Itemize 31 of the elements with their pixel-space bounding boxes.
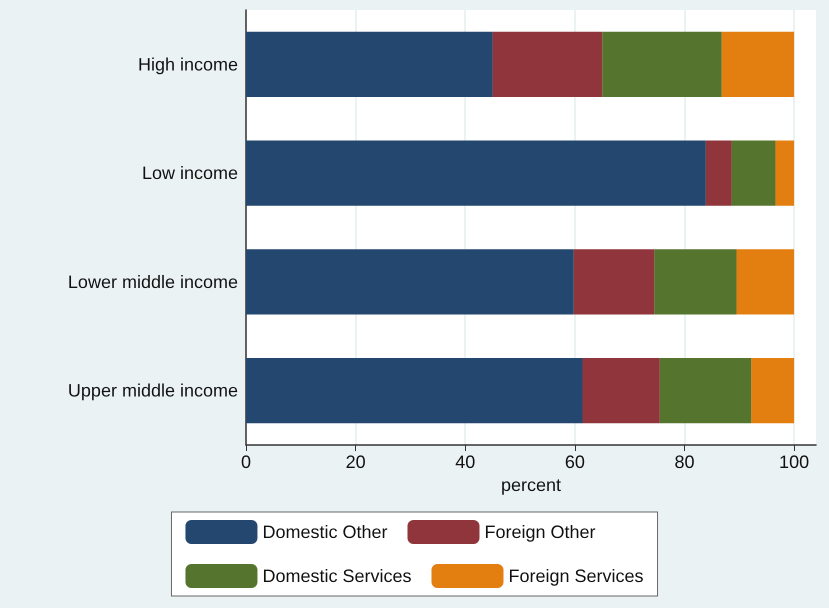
bar xyxy=(602,32,722,97)
legend-label: Domestic Services xyxy=(262,566,412,586)
x-tick-label: 80 xyxy=(674,452,694,472)
bar xyxy=(706,140,732,206)
bar xyxy=(246,140,706,206)
legend-label: Domestic Other xyxy=(262,522,388,542)
bar xyxy=(246,249,574,314)
bar xyxy=(732,140,776,206)
bar xyxy=(246,32,493,97)
bar xyxy=(736,249,794,314)
y-tick-label: Lower middle income xyxy=(68,272,238,292)
bar xyxy=(654,249,737,314)
y-tick-label: High income xyxy=(138,54,238,74)
bar xyxy=(574,249,654,314)
x-tick-label: 0 xyxy=(240,452,252,472)
y-tick-label: Low income xyxy=(142,163,238,184)
bar xyxy=(722,32,794,97)
y-tick-label: Upper middle income xyxy=(68,380,238,401)
bar xyxy=(751,358,794,424)
x-tick-label: 100 xyxy=(779,452,810,472)
bar xyxy=(775,140,794,206)
bar xyxy=(246,358,583,424)
bar xyxy=(582,358,660,424)
x-tick-label: 40 xyxy=(455,452,476,472)
x-axis-title: percent xyxy=(500,474,562,495)
bar xyxy=(660,358,752,424)
legend-label: Foreign Services xyxy=(508,566,644,586)
x-tick-label: 20 xyxy=(346,452,366,472)
legend-label: Foreign Other xyxy=(484,522,596,542)
x-tick-label: 60 xyxy=(564,452,585,472)
bar xyxy=(492,32,602,97)
